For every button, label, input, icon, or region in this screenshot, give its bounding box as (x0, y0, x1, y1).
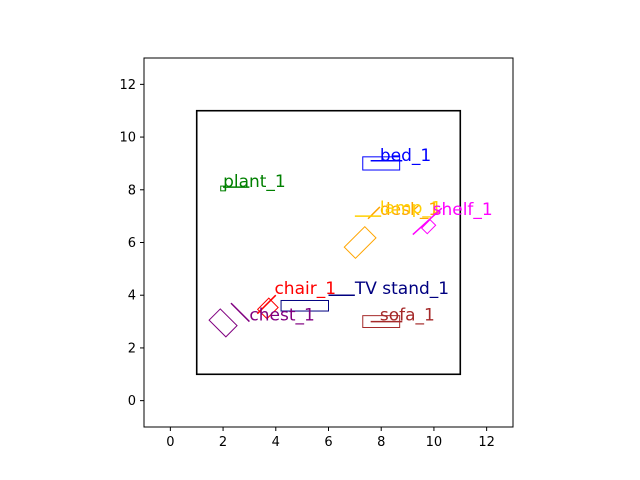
object-footprint (220, 185, 226, 192)
object-footprint (256, 297, 279, 320)
y-tick-label: 4 (128, 289, 136, 304)
object-shelf_1: shelf_1 (412, 200, 493, 236)
object-footprint (343, 225, 377, 260)
object-lamp_1: lamp_1 (354, 199, 442, 219)
room-boundary (195, 109, 462, 376)
object-orientation-line (230, 302, 250, 323)
object-chest_1: chest_1 (208, 302, 315, 338)
object-label: shelf_1 (433, 200, 493, 220)
object-footprint (280, 299, 329, 312)
y-tick-label: 6 (128, 236, 136, 251)
object-label: TV stand_1 (354, 279, 449, 299)
object-tv-stand_1: TV stand_1 (280, 279, 449, 312)
x-tick-label: 8 (377, 435, 385, 450)
x-tick-label: 12 (478, 435, 495, 450)
object-bed_1: bed_1 (362, 146, 431, 171)
object-plant_1: plant_1 (220, 172, 286, 192)
object-chair_1: chair_1 (256, 279, 336, 320)
object-orientation-line (256, 294, 277, 315)
y-tick-label: 8 (128, 183, 136, 198)
object-label: sofa_1 (380, 305, 435, 325)
room-outline (195, 109, 462, 376)
object-label: chair_1 (274, 279, 336, 299)
x-tick-label: 4 (272, 435, 280, 450)
y-tick-label: 12 (119, 78, 136, 93)
object-sofa_1: sofa_1 (362, 305, 435, 329)
x-tick-label: 2 (219, 435, 227, 450)
plot-area (143, 57, 514, 428)
y-tick-label: 0 (128, 394, 136, 409)
object-footprint (362, 156, 401, 171)
x-tick-label: 10 (426, 435, 443, 450)
object-orientation-line (412, 207, 443, 236)
object-label: chest_1 (249, 305, 314, 325)
object-label: lamp_1 (380, 199, 442, 219)
object-label: desk_1 (380, 200, 439, 220)
y-tick-label: 2 (128, 341, 136, 356)
y-tick-label: 10 (119, 131, 136, 146)
x-tick-label: 6 (324, 435, 332, 450)
x-tick-label: 0 (166, 435, 174, 450)
object-footprint (208, 308, 238, 338)
object-footprint (420, 218, 437, 235)
object-label: plant_1 (223, 172, 286, 192)
object-label: bed_1 (380, 146, 431, 166)
axis-ticks: 0 2 4 6 8 10 12 0 2 4 6 8 10 12 (119, 78, 494, 450)
